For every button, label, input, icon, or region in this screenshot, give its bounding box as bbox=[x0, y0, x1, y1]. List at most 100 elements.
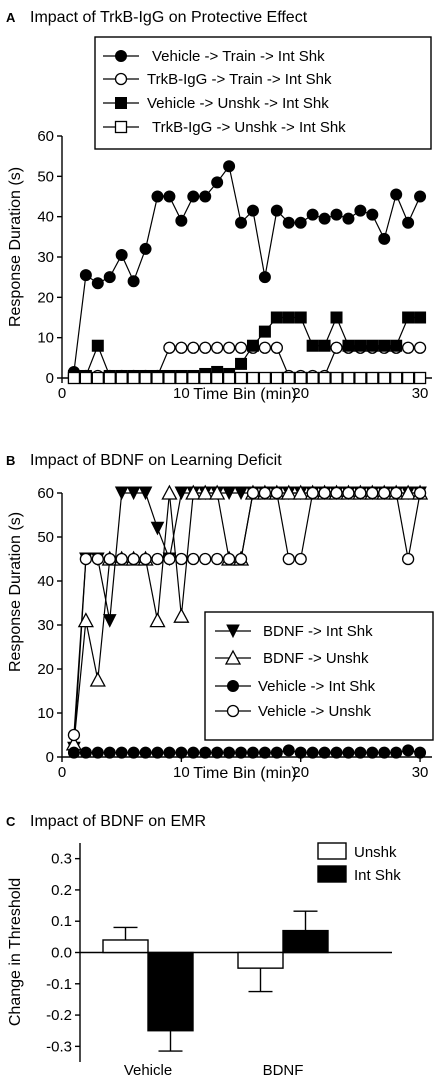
legend-label: TrkB-IgG -> Unshk -> Int Shk bbox=[152, 119, 346, 136]
panel-b-letter: B bbox=[6, 453, 15, 468]
legend-label: Int Shk bbox=[354, 867, 401, 884]
data-point bbox=[330, 486, 343, 500]
data-point bbox=[342, 486, 355, 500]
x-tick-label: 10 bbox=[173, 764, 190, 781]
data-point bbox=[390, 188, 403, 201]
data-point bbox=[150, 521, 165, 536]
data-point bbox=[187, 552, 200, 566]
data-point bbox=[234, 371, 248, 385]
x-category-label: Vehicle bbox=[124, 1062, 172, 1079]
x-tick-label: 10 bbox=[173, 385, 190, 402]
open-square-marker-icon bbox=[114, 120, 128, 134]
data-point bbox=[187, 371, 200, 385]
data-point bbox=[258, 746, 271, 759]
y-tick-label: 0 bbox=[46, 370, 54, 387]
data-point bbox=[413, 486, 427, 500]
data-point bbox=[185, 484, 202, 500]
x-category-label: BDNF bbox=[263, 1062, 304, 1079]
data-point bbox=[199, 190, 212, 203]
data-point bbox=[211, 341, 224, 354]
panel-c-plot: -0.3 -0.2 -0.1 0.0 0.1 0.2 0.3 Vehicle BDNF bbox=[46, 843, 392, 1079]
data-point bbox=[366, 486, 379, 500]
data-point bbox=[89, 671, 106, 687]
data-point bbox=[77, 612, 94, 628]
y-axis-label: Change in Threshold bbox=[7, 878, 24, 1026]
legend-item-bdnf-intshk: BDNF -> Int Shk bbox=[215, 623, 373, 640]
data-point bbox=[390, 339, 403, 352]
data-point bbox=[151, 746, 164, 759]
data-point bbox=[354, 371, 367, 385]
data-point bbox=[149, 612, 166, 628]
y-tick-label: 50 bbox=[37, 168, 54, 185]
data-point bbox=[91, 371, 104, 385]
data-point bbox=[258, 341, 272, 354]
y-tick-label: 0.0 bbox=[51, 945, 72, 962]
data-point bbox=[175, 746, 188, 759]
data-point bbox=[235, 746, 248, 759]
data-point bbox=[163, 552, 176, 566]
data-point bbox=[211, 176, 224, 189]
data-point bbox=[318, 486, 331, 500]
legend-label: Vehicle -> Train -> Int Shk bbox=[152, 48, 325, 65]
bar bbox=[282, 929, 329, 954]
data-point bbox=[67, 728, 81, 742]
data-point bbox=[354, 339, 367, 352]
data-point bbox=[366, 208, 379, 221]
data-point bbox=[401, 341, 415, 354]
data-point bbox=[270, 341, 283, 354]
data-point bbox=[318, 212, 331, 225]
panel-c-legend: Unshk Int Shk bbox=[317, 842, 401, 884]
data-point bbox=[163, 746, 176, 759]
data-point bbox=[139, 552, 152, 566]
data-point bbox=[366, 339, 379, 352]
data-point bbox=[270, 311, 283, 324]
data-point bbox=[222, 552, 236, 566]
bar bbox=[102, 939, 149, 954]
data-point bbox=[280, 484, 297, 500]
legend-item-trkb-train: TrkB-IgG -> Train -> Int Shk bbox=[103, 71, 332, 88]
legend-label: TrkB-IgG -> Train -> Int Shk bbox=[147, 71, 332, 88]
data-point bbox=[91, 746, 104, 759]
data-point bbox=[199, 371, 212, 385]
data-point bbox=[211, 371, 224, 385]
panel-a-legend: Vehicle -> Train -> Int Shk TrkB-IgG -> … bbox=[94, 36, 432, 150]
data-point bbox=[103, 746, 116, 759]
panel-b-legend: BDNF -> Int Shk BDNF -> Unshk Vehicle ->… bbox=[204, 611, 434, 741]
legend-item-vehicle-unshk: Vehicle -> Unshk -> Int Shk bbox=[103, 95, 329, 112]
data-point bbox=[161, 484, 178, 500]
data-point bbox=[390, 486, 403, 500]
y-tick-label: 0.3 bbox=[51, 851, 72, 868]
data-point bbox=[246, 486, 260, 500]
open-swatch-icon bbox=[317, 842, 347, 860]
x-tick-label: 30 bbox=[412, 764, 429, 781]
data-point bbox=[234, 552, 248, 566]
data-point bbox=[270, 486, 283, 500]
data-point bbox=[378, 371, 391, 385]
y-tick-label: 60 bbox=[37, 128, 54, 145]
filled-square-marker-icon bbox=[115, 97, 127, 109]
data-point bbox=[282, 311, 295, 324]
data-point bbox=[103, 371, 116, 385]
panel-b: B Impact of BDNF on Learning Deficit Res… bbox=[6, 452, 434, 782]
data-point bbox=[318, 371, 331, 385]
legend-label: Unshk bbox=[354, 844, 397, 861]
data-point bbox=[354, 204, 367, 217]
data-point bbox=[414, 190, 427, 203]
y-tick-label: -0.1 bbox=[46, 976, 72, 993]
data-point bbox=[414, 746, 427, 759]
x-tick-label: 20 bbox=[292, 764, 309, 781]
legend-item-vehicle-train: Vehicle -> Train -> Int Shk bbox=[103, 48, 325, 65]
data-point bbox=[151, 371, 164, 385]
data-point bbox=[115, 552, 128, 566]
open-up-triangle-marker-icon bbox=[224, 649, 242, 665]
data-point bbox=[292, 484, 309, 500]
data-point bbox=[294, 552, 307, 566]
data-point bbox=[222, 341, 236, 354]
panel-c-title: Impact of BDNF on EMR bbox=[30, 813, 206, 830]
data-point bbox=[246, 746, 259, 759]
data-point bbox=[222, 371, 236, 385]
y-tick-label: 20 bbox=[37, 289, 54, 306]
data-point bbox=[163, 190, 176, 203]
data-point bbox=[163, 341, 176, 354]
